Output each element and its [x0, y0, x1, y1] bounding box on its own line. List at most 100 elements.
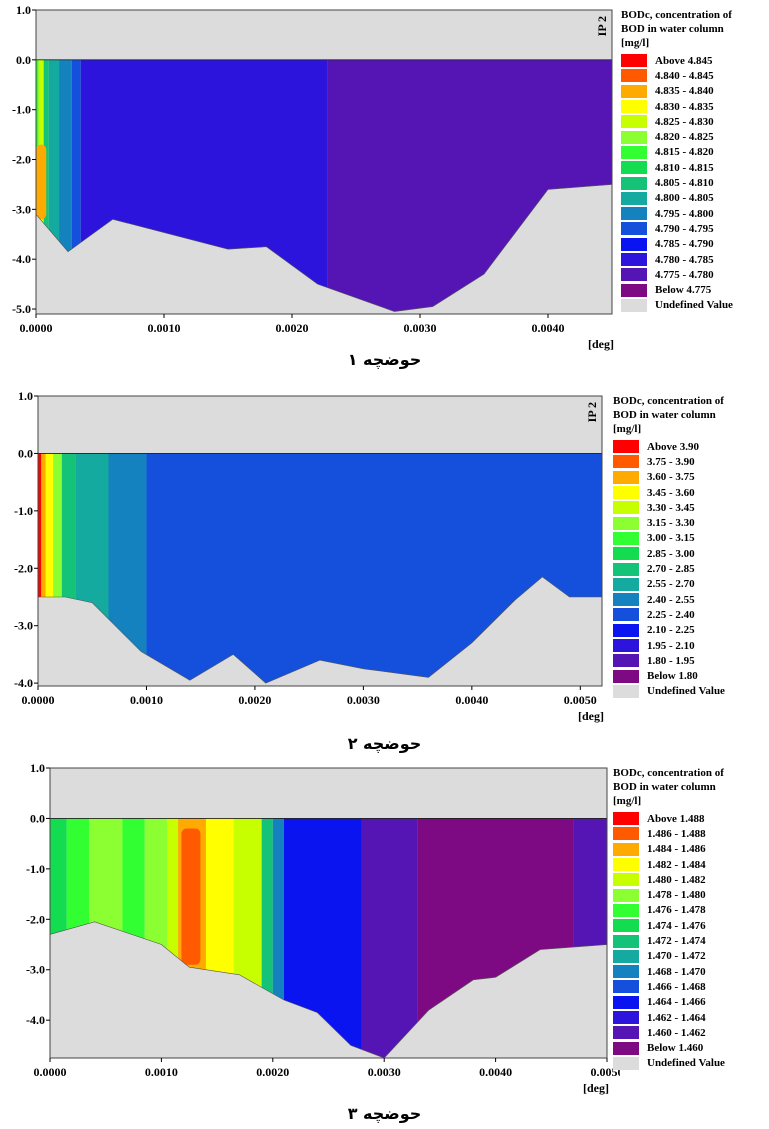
legend-item: 4.775 - 4.780 — [621, 267, 766, 282]
legend-label: 4.805 - 4.810 — [655, 177, 714, 190]
x-unit-label: [deg] — [588, 337, 614, 351]
legend-1: BODc, concentration of BOD in water colum… — [621, 8, 766, 313]
legend-title-line: BODc, concentration of — [613, 395, 724, 407]
legend-item: Undefined Value — [613, 684, 763, 699]
plot-frame — [37, 395, 603, 687]
legend-swatch — [613, 873, 639, 887]
legend-item: 4.825 - 4.830 — [621, 114, 766, 129]
x-tick-label: 0.0050 — [591, 1065, 621, 1079]
legend-swatch — [613, 919, 639, 933]
legend-item: 2.10 - 2.25 — [613, 623, 763, 638]
y-tick-label: -3.0 — [26, 963, 45, 977]
chart-panel-3: 1.0 0.0 -1.0 -2.0 -3.0 -4.0 0.0000 0.0010 0.0020… — [0, 756, 769, 1129]
legend-label: 4.820 - 4.825 — [655, 131, 714, 144]
legend-item: 2.70 - 2.85 — [613, 561, 763, 576]
legend-label: 2.25 - 2.40 — [647, 608, 695, 621]
legend-swatch — [613, 1011, 639, 1024]
legend-label: 2.55 - 2.70 — [647, 578, 695, 591]
legend-swatch — [621, 130, 647, 144]
legend-swatch — [621, 115, 647, 129]
legend-swatch — [613, 562, 639, 576]
legend-swatch — [613, 965, 639, 979]
legend-item: 1.460 - 1.462 — [613, 1025, 763, 1040]
concentration-zone-10 — [261, 818, 273, 1058]
caption-1: حوضچه ۱ — [347, 350, 422, 369]
legend-title-line: BOD in water column — [613, 409, 716, 421]
legend-3: BODc, concentration of BOD in water colum… — [613, 766, 763, 1071]
legend-swatch — [613, 593, 639, 607]
concentration-zone-6 — [166, 818, 179, 1058]
y-tick-label: 0.0 — [18, 446, 33, 460]
legend-swatch — [613, 669, 639, 683]
concentration-zone-4 — [53, 453, 62, 684]
legend-swatch — [613, 654, 639, 668]
bed-profile-line — [35, 184, 613, 312]
concentration-zone-1 — [38, 453, 42, 684]
legend-title-line: [mg/l] — [613, 795, 642, 807]
legend-item: 3.75 - 3.90 — [613, 454, 763, 469]
legend-swatch — [613, 858, 639, 872]
legend-item: Below 4.775 — [621, 282, 766, 297]
legend-label: 2.85 - 3.00 — [647, 547, 695, 560]
legend-swatch — [613, 684, 639, 698]
legend-title-line: BODc, concentration of — [613, 767, 724, 779]
y-tick-label: -1.0 — [12, 103, 31, 117]
y-tick-label: -4.0 — [12, 252, 31, 266]
legend-swatch — [621, 84, 647, 98]
legend-item: Below 1.80 — [613, 668, 763, 683]
legend-swatch — [613, 995, 639, 1009]
legend-swatch — [621, 207, 647, 221]
x-tick-label: 0.0030 — [347, 693, 380, 707]
legend-item: 4.785 - 4.790 — [621, 237, 766, 252]
legend-swatch — [621, 298, 647, 312]
legend-item: 4.790 - 4.795 — [621, 221, 766, 236]
x-unit-label: [deg] — [583, 1081, 609, 1095]
y-tick-label: -2.0 — [26, 912, 45, 926]
legend-label: Above 3.90 — [647, 440, 699, 453]
legend-swatch — [621, 161, 647, 175]
legend-swatch — [621, 54, 647, 68]
legend-label: Above 1.488 — [647, 812, 705, 825]
legend-swatch — [621, 100, 647, 114]
legend-label: 1.466 - 1.468 — [647, 980, 706, 993]
concentration-zone-3 — [45, 453, 54, 684]
bed-profile-line — [49, 921, 608, 1059]
legend-swatch — [613, 888, 639, 902]
plot-frame — [35, 9, 613, 315]
legend-swatch — [621, 191, 647, 205]
legend-label: 1.464 - 1.466 — [647, 996, 706, 1009]
legend-swatch — [613, 934, 639, 948]
legend-item: 3.30 - 3.45 — [613, 500, 763, 515]
legend-label: 2.40 - 2.55 — [647, 593, 695, 606]
legend-label: Undefined Value — [647, 685, 725, 698]
legend-item: Undefined Value — [621, 298, 766, 313]
legend-title-line: BOD in water column — [621, 23, 724, 35]
concentration-hotspot — [181, 828, 201, 965]
legend-swatch — [613, 827, 639, 841]
legend-item: 2.25 - 2.40 — [613, 607, 763, 622]
legend-item: 4.835 - 4.840 — [621, 84, 766, 99]
legend-item: 1.80 - 1.95 — [613, 653, 763, 668]
x-tick-label: 0.0040 — [455, 693, 488, 707]
x-tick-label: 0.0000 — [34, 1065, 67, 1079]
legend-swatch — [621, 253, 647, 266]
legend-label: 4.835 - 4.840 — [655, 85, 714, 98]
legend-label: 2.10 - 2.25 — [647, 624, 695, 637]
legend-label: 4.840 - 4.845 — [655, 69, 714, 82]
legend-title-line: [mg/l] — [621, 37, 650, 49]
legend-label: 1.460 - 1.462 — [647, 1026, 706, 1039]
x-tick-label: 0.0000 — [22, 693, 55, 707]
legend-item: 4.820 - 4.825 — [621, 129, 766, 144]
legend-label: 2.70 - 2.85 — [647, 563, 695, 576]
legend-swatch — [621, 145, 647, 159]
legend-swatch — [621, 237, 647, 251]
x-tick-label: 0.0020 — [238, 693, 271, 707]
legend-swatch — [613, 1026, 639, 1040]
legend-label: Below 4.775 — [655, 284, 712, 297]
concentration-zone-11 — [272, 818, 284, 1058]
legend-item: 4.810 - 4.815 — [621, 160, 766, 175]
legend-label: 3.15 - 3.30 — [647, 517, 695, 530]
legend-item: 3.60 - 3.75 — [613, 470, 763, 485]
section-label: IP 2 — [585, 402, 599, 422]
legend-item: 1.474 - 1.476 — [613, 918, 763, 933]
